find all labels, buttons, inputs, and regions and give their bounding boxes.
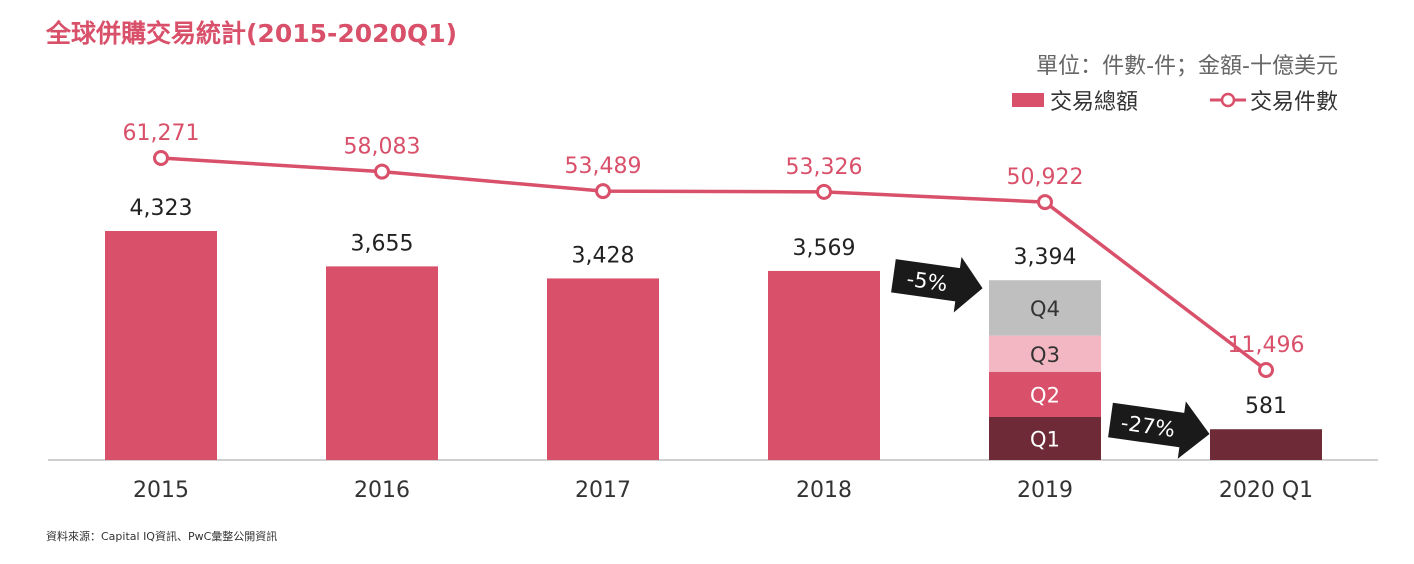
stack-label-q3: Q3 bbox=[1030, 343, 1060, 367]
bar-value-label: 3,655 bbox=[351, 231, 414, 256]
arrow-2019q1-2020q1 bbox=[1108, 401, 1210, 459]
legend-line-swatch bbox=[1209, 92, 1246, 108]
x-tick-label: 2015 bbox=[133, 478, 189, 503]
chart-title: 全球併購交易統計(2015-2020Q1) bbox=[46, 19, 458, 48]
source-note: 資料來源：Capital IQ資訊、PwC彙整公開資訊 bbox=[46, 530, 278, 543]
bar-value-label: 3,428 bbox=[572, 243, 635, 268]
arrow-2018-2019-label: -5% bbox=[905, 267, 949, 296]
chart-area: 4,323 2015 3,655 2016 3,428 2017 3,569 2018 Q1 Q2… bbox=[48, 121, 1378, 503]
bar-2019-q1 bbox=[989, 416, 1101, 460]
unit-note: 單位：件數-件；金額-十億美元 bbox=[1036, 54, 1338, 79]
count-value-label: 11,496 bbox=[1228, 333, 1305, 358]
count-point bbox=[1037, 194, 1053, 211]
bar-value-label: 581 bbox=[1245, 394, 1287, 419]
x-tick-label: 2017 bbox=[575, 478, 631, 503]
bar-value-label: 3,569 bbox=[793, 236, 856, 261]
stack-label-q2: Q2 bbox=[1030, 383, 1060, 407]
x-tick-label: 2018 bbox=[796, 478, 852, 503]
bar-2019-q3 bbox=[989, 335, 1101, 373]
legend-line-label: 交易件數 bbox=[1249, 90, 1338, 115]
bar-2016 bbox=[326, 266, 438, 460]
bar-2015 bbox=[105, 231, 217, 460]
legend-item-amount: 交易總額 bbox=[1011, 84, 1138, 116]
bar-value-label: 3,394 bbox=[1014, 245, 1077, 270]
count-point bbox=[374, 163, 390, 180]
count-value-label: 58,083 bbox=[344, 135, 421, 160]
bar-2019-q4 bbox=[989, 280, 1101, 336]
legend: 交易總額 交易件數 bbox=[1011, 84, 1338, 116]
arrow-2018-2019 bbox=[891, 257, 983, 313]
x-tick-label: 2016 bbox=[354, 478, 410, 503]
count-line bbox=[160, 156, 1268, 372]
bar-2017 bbox=[547, 278, 659, 460]
count-value-label: 61,271 bbox=[123, 121, 200, 146]
bar-2019-q2 bbox=[989, 372, 1101, 417]
count-value-label: 53,326 bbox=[786, 155, 863, 180]
count-point bbox=[595, 183, 611, 200]
count-value-label: 50,922 bbox=[1007, 165, 1084, 190]
count-point bbox=[153, 150, 169, 166]
legend-bar-label: 交易總額 bbox=[1049, 90, 1138, 115]
stack-label-q1: Q1 bbox=[1030, 427, 1060, 451]
bar-value-label: 4,323 bbox=[130, 196, 193, 221]
legend-item-count: 交易件數 bbox=[1209, 84, 1338, 116]
bar-2020-q1 bbox=[1210, 429, 1322, 460]
count-point bbox=[816, 183, 832, 200]
x-tick-label: 2020 Q1 bbox=[1219, 478, 1313, 503]
legend-bar-swatch bbox=[1011, 93, 1044, 107]
count-point bbox=[1258, 362, 1274, 378]
bar-2018 bbox=[768, 270, 880, 460]
x-tick-label: 2019 bbox=[1017, 478, 1073, 503]
stack-label-q4: Q4 bbox=[1030, 297, 1060, 321]
count-value-label: 53,489 bbox=[565, 154, 642, 179]
